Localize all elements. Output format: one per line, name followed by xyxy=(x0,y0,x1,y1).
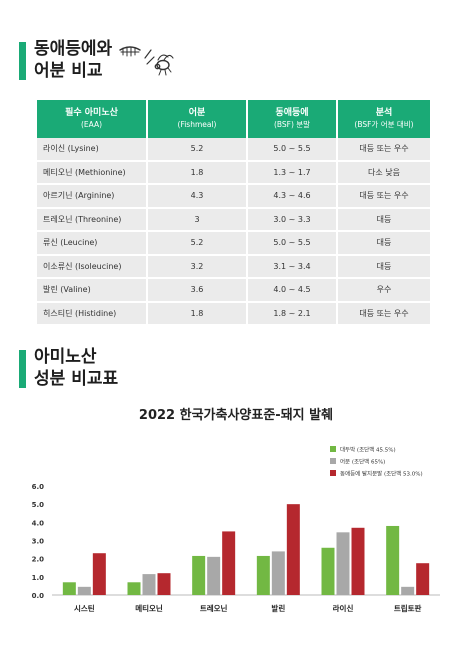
table-row: 라이신 (Lysine) 5.2 5.0 ~ 5.5 대등 또는 우수 xyxy=(37,138,430,162)
table-row: 메티오닌 (Methionine) 1.8 1.3 ~ 1.7 다소 낮음 xyxy=(37,160,430,185)
bar xyxy=(401,586,415,595)
legend-label: 동애등에 탈지분말 (조단백 53.0%) xyxy=(340,470,423,478)
header-fishmeal: 어분 (Fishmeal) xyxy=(147,100,248,138)
x-tick-label: 메티오닌 xyxy=(135,603,163,613)
header-eaa: 필수 아미노산 (EAA) xyxy=(37,100,148,138)
header-analysis: 분석 (BSF가 어분 대비) xyxy=(337,100,430,138)
legend-swatch xyxy=(330,458,336,464)
y-tick-label: 4.0 xyxy=(32,519,45,527)
section-title: 동애등에와 어분 비교 xyxy=(34,38,112,82)
legend-swatch xyxy=(330,446,336,452)
bar xyxy=(321,547,335,595)
bar xyxy=(286,504,300,595)
bar xyxy=(127,582,141,595)
chart-title: 2022 한국가축사양표준-돼지 발췌 xyxy=(138,408,334,423)
amino-acid-bar-chart: 0.0 1.0 2.0 3.0 4.0 5.0 6.0 시스틴 메티오닌 트레오닌 발린 라이신 트립토… xyxy=(32,446,440,613)
table-row: 아르기닌 (Arginine) 4.3 4.3 ~ 4.6 대등 또는 우수 xyxy=(37,184,430,209)
table-row: 히스티딘 (Histidine) 1.8 1.8 ~ 2.1 대등 또는 우수 xyxy=(37,301,430,326)
table-row: 발린 (Valine) 3.6 4.0 ~ 4.5 우수 xyxy=(37,278,430,303)
legend-label: 대두박 (조단백 45.5%) xyxy=(340,446,396,454)
section-title-line1: 동애등에와 xyxy=(34,39,113,59)
x-tick-label: 트립토판 xyxy=(394,603,422,613)
bar xyxy=(207,556,221,595)
bar xyxy=(222,531,236,595)
x-tick-label: 시스틴 xyxy=(74,603,95,613)
header-bsf: 동애등에 (BSF) 분말 xyxy=(247,100,338,138)
table-header-row: 필수 아미노산 (EAA) 어분 (Fishmeal) 동애등에 (BSF) 분말 분… xyxy=(37,100,430,138)
bar xyxy=(416,563,430,595)
y-tick-label: 3.0 xyxy=(32,538,45,546)
bar xyxy=(351,527,365,595)
bar xyxy=(386,525,400,595)
table-row: 트레오닌 (Threonine) 3 3.0 ~ 3.3 대등 xyxy=(37,207,430,232)
bar xyxy=(336,532,350,595)
amino-acid-comparison-table: 필수 아미노산 (EAA) 어분 (Fishmeal) 동애등에 (BSF) 분말 분… xyxy=(37,100,430,326)
y-tick-label: 6.0 xyxy=(32,483,45,491)
section-marker xyxy=(19,42,26,80)
bar xyxy=(256,555,270,595)
y-tick-label: 2.0 xyxy=(32,556,45,564)
y-tick-label: 0.0 xyxy=(32,592,45,600)
section-title: 아미노산 성분 비교표 xyxy=(34,346,118,390)
section-title-line1: 아미노산 xyxy=(34,347,97,367)
bar xyxy=(192,555,206,595)
y-tick-label: 1.0 xyxy=(32,574,45,582)
x-tick-label: 트레오닌 xyxy=(200,603,228,613)
bar xyxy=(62,582,76,595)
table-row: 이소류신 (Isoleucine) 3.2 3.1 ~ 3.4 대등 xyxy=(37,254,430,279)
section-marker xyxy=(19,350,26,388)
bar xyxy=(142,574,156,595)
y-tick-label: 5.0 xyxy=(32,501,45,509)
legend-swatch xyxy=(330,470,336,476)
bar xyxy=(271,551,285,595)
bar xyxy=(92,553,106,595)
section-title-line2: 어분 비교 xyxy=(34,61,103,81)
x-tick-label: 발린 xyxy=(271,603,285,613)
insect-illustration-icon xyxy=(119,46,174,76)
bar xyxy=(157,573,171,595)
bar xyxy=(77,586,91,595)
table-row: 류신 (Leucine) 5.2 5.0 ~ 5.5 대등 xyxy=(37,231,430,256)
section-title-line2: 성분 비교표 xyxy=(34,369,119,389)
legend-label: 어분 (조단백 65%) xyxy=(340,458,385,466)
x-tick-label: 라이신 xyxy=(333,603,354,613)
